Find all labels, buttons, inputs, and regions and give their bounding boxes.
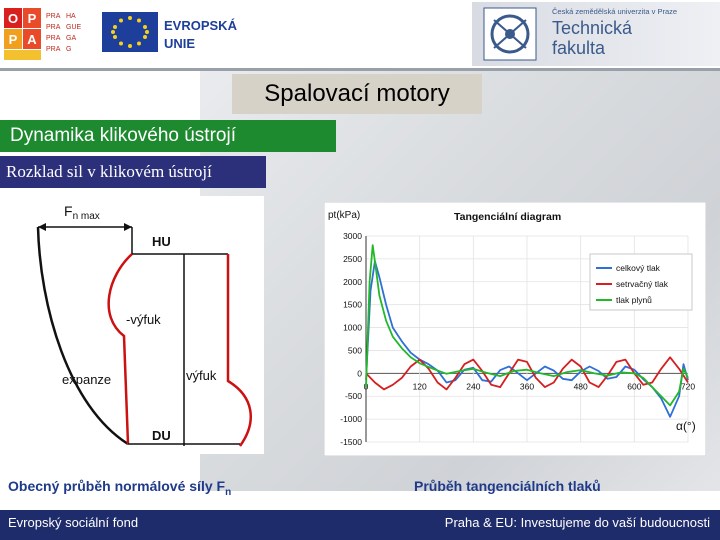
svg-text:PRA: PRA [46,24,61,31]
chart-title: Tangenciální diagram [454,211,561,223]
header-divider [0,68,720,71]
svg-text:GA: GA [66,35,76,42]
expanze-label: expanze [62,372,111,387]
footer-left-text: Evropský sociální fond [8,515,139,530]
slide-subtitle: Dynamika klikového ústrojí [0,120,336,152]
right-caption: Průběh tangenciálních tlaků [414,478,601,494]
university-name: Česká zemědělská univerzita v Praze [552,7,677,16]
expansion-curve [36,226,129,446]
x-tick-label: 600 [627,381,641,391]
footer-bar [0,510,720,540]
svg-text:G: G [66,46,71,53]
eu-text-2: UNIE [164,36,195,51]
tangential-diagram-chart: 300025002000150010005000-500-1000-150001… [324,202,706,456]
eu-text-1: EVROPSKÁ [164,18,238,33]
y-tick-label: 2500 [343,254,362,264]
opp-letter-3: P [9,32,18,47]
technicka-fakulta-logo: Česká zemědělská univerzita v Praze Tech… [472,2,720,66]
y-tick-label: 500 [348,345,362,355]
y-tick-label: -500 [345,391,362,401]
left-caption: Obecný průběh normálové síly Fn [8,478,232,498]
y-tick-label: 1500 [343,300,362,310]
svg-text:PRA: PRA [46,46,61,53]
faculty-name-2: fakulta [552,38,606,58]
header-bar: O P P A PRA HA PRA GUE PRA GA PRA G EVRO… [0,0,720,68]
x-tick-label: 480 [574,381,588,391]
y-tick-label: 0 [357,368,362,378]
chart-xlabel: α(°) [676,419,696,433]
eu-logo: EVROPSKÁ UNIE [102,12,238,52]
svg-text:PRA: PRA [46,35,61,42]
y-tick-label: -1500 [340,437,362,447]
legend-label-2: tlak plynů [616,295,652,305]
exhaust-curve-bottom [226,254,252,447]
vyfuk-bottom-label: výfuk [186,368,217,383]
svg-text:HA: HA [66,13,76,20]
series-line-2 [365,244,689,407]
svg-text:PRA: PRA [46,13,61,20]
x-tick-label: 120 [413,381,427,391]
vyfuk-top-label: -výfuk [126,312,161,327]
opp-letter-4: A [27,32,37,47]
opp-letter-1: O [8,11,18,26]
opp-praha-logo: O P P A PRA HA PRA GUE PRA GA PRA G [4,8,82,60]
x-tick-label: 240 [466,381,480,391]
footer-right-text: Praha & EU: Investujeme do vaší budoucno… [444,515,710,530]
x-tick-label: 360 [520,381,534,391]
legend-label-1: setrvačný tlak [616,279,669,289]
opp-letter-2: P [28,11,37,26]
y-tick-label: -1000 [340,414,362,424]
chart-ylabel: pt(kPa) [328,210,360,221]
y-tick-label: 3000 [343,231,362,241]
series-line-0 [365,260,689,418]
section-heading: Rozklad sil v klikovém ústrojí [0,156,266,188]
x-tick-label: 720 [681,381,695,391]
fn-label: Fn max [64,203,100,222]
svg-text:GUE: GUE [66,24,82,31]
du-label: DU [152,428,171,443]
exhaust-curve-top [107,253,133,445]
slide-title: Spalovací motory [232,74,482,114]
y-tick-label: 2000 [343,277,362,287]
hu-label: HU [152,234,171,249]
normal-force-diagram: Fn max HU -výfuk výfuk expanze DU [28,196,264,454]
faculty-name-1: Technická [552,18,633,38]
y-tick-label: 1000 [343,323,362,333]
legend-label-0: celkový tlak [616,263,661,273]
